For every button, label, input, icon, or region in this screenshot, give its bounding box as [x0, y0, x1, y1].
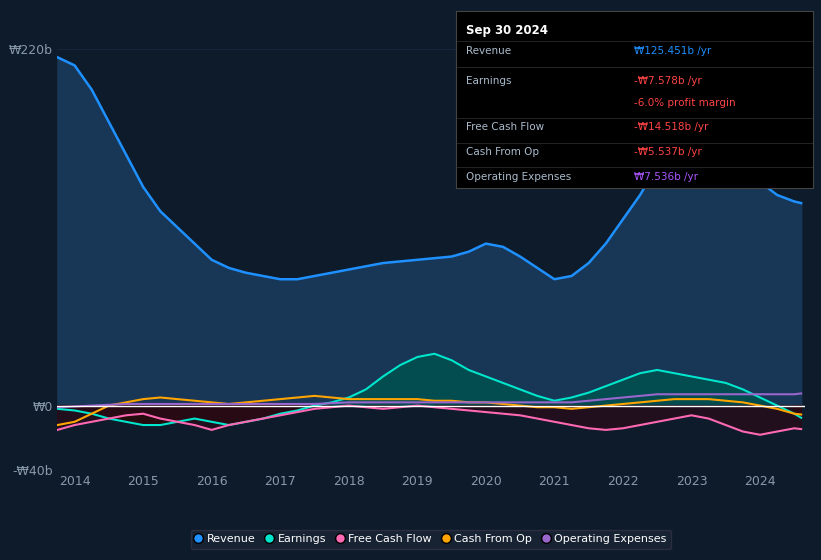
Text: Earnings: Earnings	[466, 77, 511, 86]
Text: Sep 30 2024: Sep 30 2024	[466, 24, 548, 36]
Text: Revenue: Revenue	[466, 46, 511, 57]
Text: -₩14.518b /yr: -₩14.518b /yr	[635, 122, 709, 132]
Text: ₩125.451b /yr: ₩125.451b /yr	[635, 46, 712, 57]
Text: Free Cash Flow: Free Cash Flow	[466, 122, 544, 132]
Text: -₩5.537b /yr: -₩5.537b /yr	[635, 147, 702, 157]
Text: -6.0% profit margin: -6.0% profit margin	[635, 97, 736, 108]
Text: ₩7.536b /yr: ₩7.536b /yr	[635, 172, 698, 182]
Text: Operating Expenses: Operating Expenses	[466, 172, 571, 182]
Text: -₩7.578b /yr: -₩7.578b /yr	[635, 77, 702, 86]
Legend: Revenue, Earnings, Free Cash Flow, Cash From Op, Operating Expenses: Revenue, Earnings, Free Cash Flow, Cash …	[191, 530, 671, 549]
Text: Cash From Op: Cash From Op	[466, 147, 539, 157]
